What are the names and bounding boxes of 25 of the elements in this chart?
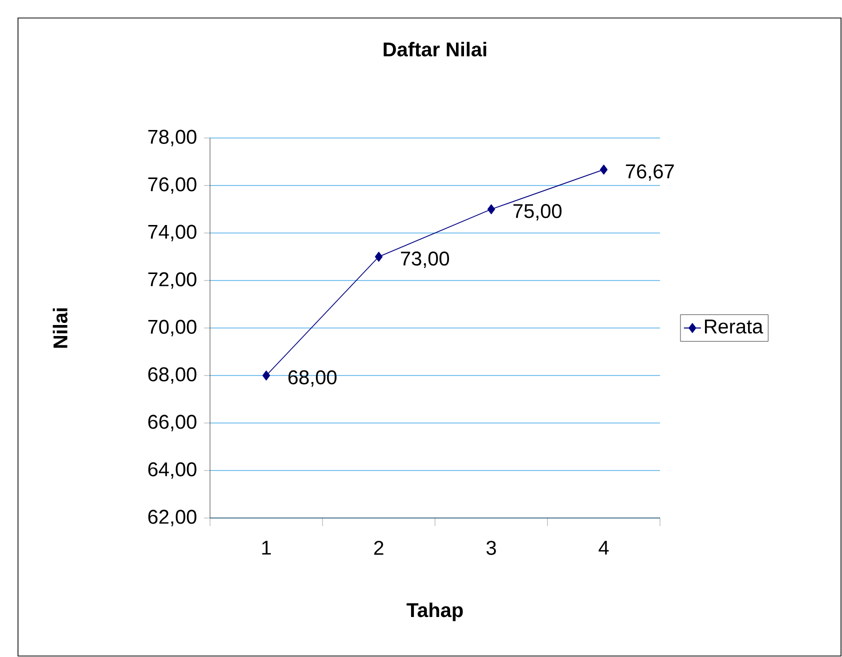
legend-label: Rerata <box>704 320 764 334</box>
point <box>374 252 383 262</box>
y-tick-label: 66,00 <box>148 414 196 432</box>
data-label: 75,00 <box>513 204 562 220</box>
data-label: 68,00 <box>288 370 337 387</box>
x-tick-label: 4 <box>598 540 609 555</box>
data-label: 73,00 <box>400 252 450 268</box>
y-tick-label: 64,00 <box>148 462 196 479</box>
point <box>600 164 608 175</box>
y-axis-title: Nilai <box>52 308 68 348</box>
data-label: 76,67 <box>626 164 674 181</box>
x-axis-title: Tahap <box>406 602 463 622</box>
point <box>487 204 496 214</box>
x-tick-label: 2 <box>374 540 384 555</box>
y-tick-label: 78,00 <box>148 130 196 146</box>
point <box>262 370 270 380</box>
y-tick-label: 76,00 <box>148 177 196 194</box>
x-tick-label: 3 <box>486 540 496 555</box>
y-tick-label: 70,00 <box>148 320 196 336</box>
chart-title: Daftar Nilai <box>384 42 486 56</box>
y-tick-label: 68,00 <box>148 367 196 384</box>
y-tick-label: 72,00 <box>148 272 196 289</box>
x-tick-label: 1 <box>262 540 271 555</box>
y-tick-label: 74,00 <box>148 224 196 242</box>
y-tick-label: 62,00 <box>148 510 196 526</box>
